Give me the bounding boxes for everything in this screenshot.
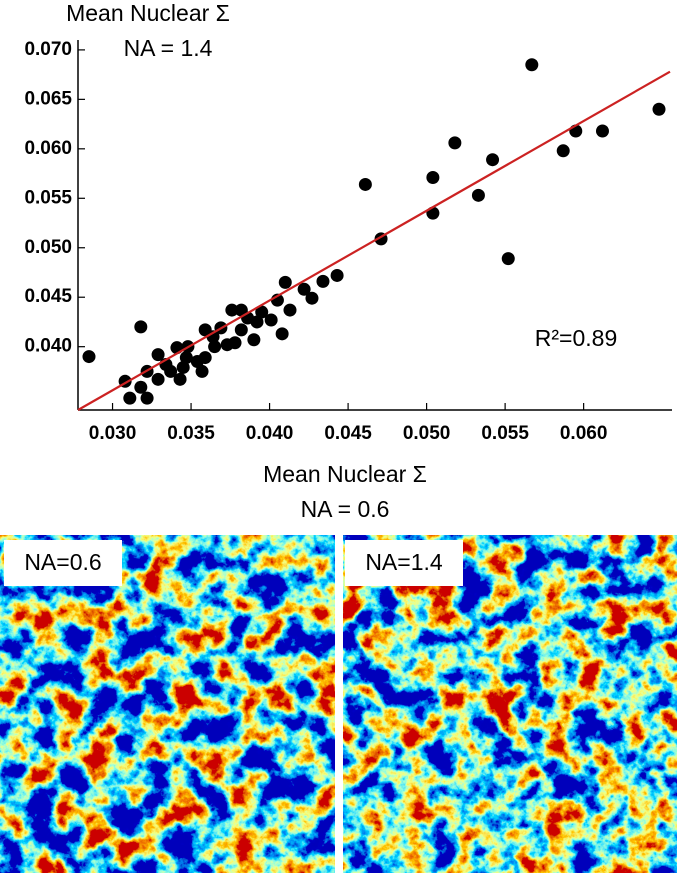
point: [134, 320, 148, 334]
y-axis-label: Mean Nuclear Σ: [66, 0, 230, 26]
annotation: R²=0.89: [535, 325, 617, 351]
point: [134, 380, 148, 394]
point: [486, 153, 500, 167]
point: [525, 58, 539, 72]
point: [426, 171, 440, 185]
point: [275, 327, 289, 341]
point: [208, 340, 222, 354]
point: [358, 177, 372, 191]
y-tick-label: 0.070: [24, 39, 72, 60]
x-tick-label: 0.050: [403, 423, 451, 444]
heatmap-image: [343, 535, 677, 873]
image-label: NA=0.6: [24, 549, 101, 575]
point: [179, 351, 193, 365]
point: [448, 136, 462, 150]
y-tick-label: 0.050: [24, 237, 72, 258]
point: [176, 360, 190, 374]
point: [151, 348, 165, 362]
point: [140, 391, 154, 405]
point: [471, 188, 485, 202]
point: [264, 313, 278, 327]
point: [283, 303, 297, 317]
x-tick-label: 0.035: [167, 423, 215, 444]
point: [255, 305, 269, 319]
heatmap-image: [0, 535, 335, 873]
y-axis-label: NA = 1.4: [124, 35, 213, 61]
y-tick-label: 0.040: [24, 336, 72, 357]
y-tick-label: 0.065: [24, 88, 72, 109]
point: [250, 315, 264, 329]
point: [228, 336, 242, 350]
point: [501, 252, 515, 266]
point: [595, 124, 609, 138]
point: [151, 372, 165, 386]
point: [225, 303, 239, 317]
image-label-box: [4, 540, 122, 586]
point: [330, 268, 344, 282]
y-tick-label: 0.045: [24, 286, 72, 307]
point: [234, 323, 248, 337]
point: [123, 391, 137, 405]
x-tick-label: 0.030: [89, 423, 137, 444]
x-axis-label: NA = 0.6: [301, 496, 390, 522]
point: [198, 351, 212, 365]
point: [278, 275, 292, 289]
point: [305, 291, 319, 305]
x-axis-label: Mean Nuclear Σ: [263, 461, 427, 487]
x-tick-label: 0.040: [246, 423, 294, 444]
image-label-box: [345, 540, 463, 586]
image-label: NA=1.4: [365, 549, 443, 575]
fit-line: [77, 70, 671, 411]
point: [556, 144, 570, 158]
x-tick-label: 0.045: [324, 423, 372, 444]
y-tick-label: 0.060: [24, 138, 72, 159]
y-tick-label: 0.055: [24, 187, 72, 208]
x-tick-label: 0.055: [481, 423, 529, 444]
point: [173, 372, 187, 386]
point: [247, 333, 261, 347]
point: [82, 350, 96, 364]
x-tick-label: 0.060: [560, 423, 608, 444]
point: [652, 102, 666, 116]
point: [316, 274, 330, 288]
point: [195, 364, 209, 378]
point: [164, 364, 178, 378]
point: [297, 282, 311, 296]
